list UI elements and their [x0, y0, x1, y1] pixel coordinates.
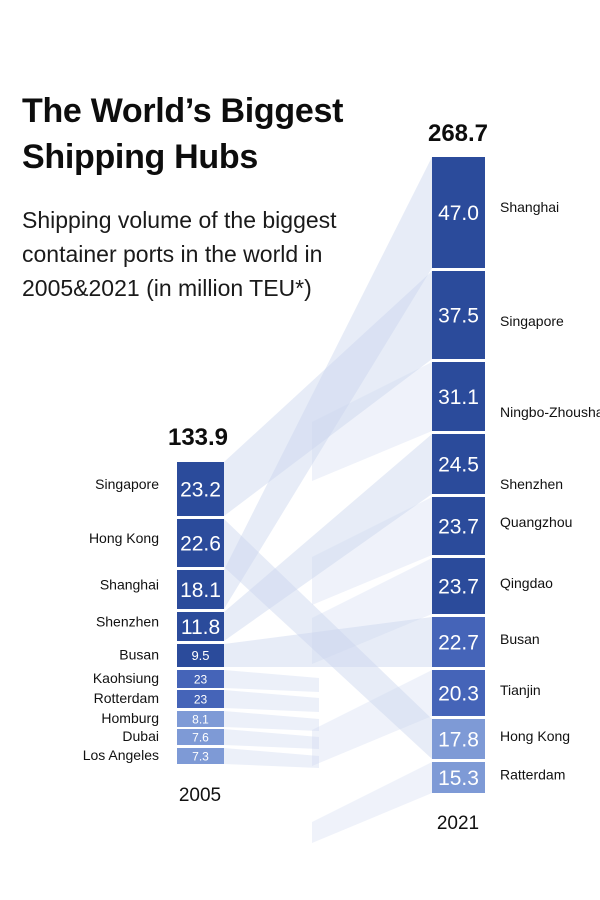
bar-segment-dubai-2005 — [177, 729, 224, 745]
bar-2021: 47.0 Shanghai 37.5 Singapore 31.1 Ningbo-Zhou… — [432, 157, 600, 793]
flow-trail-tianjin — [312, 670, 432, 766]
port-label-kaohsiung-2005: Kaohsiung — [93, 670, 159, 686]
bar-segment-shanghai-2005 — [177, 570, 224, 609]
port-label-quangzhou-2021: Quangzhou — [500, 514, 572, 530]
flow-links — [224, 157, 432, 843]
bar-segment-shenzhen-2005 — [177, 612, 224, 641]
value-label-ratterdam-2021: 15.3 — [438, 767, 479, 790]
bar-segment-rotterdam-2005 — [177, 690, 224, 708]
total-2005: 133.9 — [168, 424, 228, 451]
bar-segment-quangzhou-2021 — [432, 497, 485, 555]
port-label-shenzhen-2005: Shenzhen — [96, 614, 159, 630]
year-label-2005: 2005 — [179, 785, 221, 806]
bar-segment-busan-2005 — [177, 644, 224, 667]
port-label-rotterdam-2005: Rotterdam — [94, 690, 159, 706]
flow-singapore — [224, 271, 432, 516]
value-label-hong-kong-2021: 17.8 — [438, 729, 479, 752]
flow-hong-kong — [224, 519, 432, 759]
bar-segment-hong-kong-2021 — [432, 719, 485, 759]
port-label-hong-kong-2021: Hong Kong — [500, 728, 570, 744]
port-label-shanghai-2021: Shanghai — [500, 199, 559, 215]
port-label-shanghai-2005: Shanghai — [100, 577, 159, 593]
port-label-singapore-2005: Singapore — [95, 476, 159, 492]
value-label-ningbo-zhoushan-2021: 31.1 — [438, 386, 479, 409]
flow-trail-rotterdam — [224, 690, 319, 712]
value-label-shanghai-2005: 18.1 — [180, 579, 221, 602]
value-label-los-angeles-2005: 7.3 — [192, 749, 209, 763]
flow-trail-los-angeles — [224, 748, 319, 768]
bar-segment-shenzhen-2021 — [432, 434, 485, 494]
chart-title: The World’s Biggest Shipping Hubs — [22, 92, 344, 176]
flow-busan — [224, 617, 432, 667]
value-label-singapore-2005: 23.2 — [180, 479, 221, 502]
total-2021: 268.7 — [428, 120, 488, 147]
value-label-busan-2005: 9.5 — [191, 648, 209, 663]
bar-segment-shanghai-2021 — [432, 157, 485, 268]
port-label-busan-2005: Busan — [119, 647, 159, 663]
port-label-shenzhen-2021: Shenzhen — [500, 476, 563, 492]
value-label-shanghai-2021: 47.0 — [438, 202, 479, 225]
flow-shanghai — [224, 157, 432, 609]
flow-trail-qingdao — [312, 558, 432, 664]
value-label-shenzhen-2021: 24.5 — [438, 454, 479, 477]
bar-segment-los-angeles-2005 — [177, 748, 224, 764]
bar-segment-kaohsiung-2005 — [177, 670, 224, 688]
bar-segment-ningbo-zhoushan-2021 — [432, 362, 485, 431]
port-label-dubai-2005: Dubai — [122, 728, 159, 744]
flow-trail-homburg — [224, 711, 319, 731]
value-label-dubai-2005: 7.6 — [192, 730, 209, 744]
bar-2005: 23.2 Singapore 22.6 Hong Kong 18.1 Shanghai 11… — [83, 462, 224, 764]
value-label-quangzhou-2021: 23.7 — [438, 516, 479, 539]
bar-segment-homburg-2005 — [177, 711, 224, 727]
value-label-shenzhen-2005: 11.8 — [181, 616, 220, 639]
port-label-homburg-2005: Homburg — [101, 710, 159, 726]
port-label-los-angeles-2005: Los Angeles — [83, 747, 159, 763]
flow-trail-ratterdam — [312, 762, 432, 843]
bar-segment-ratterdam-2021 — [432, 762, 485, 793]
value-label-busan-2021: 22.7 — [438, 632, 479, 655]
value-label-rotterdam-2005: 23 — [194, 692, 208, 706]
port-label-tianjin-2021: Tianjin — [500, 682, 541, 698]
bar-segment-singapore-2005 — [177, 462, 224, 516]
bar-segment-qingdao-2021 — [432, 558, 485, 614]
bar-segment-busan-2021 — [432, 617, 485, 667]
port-label-singapore-2021: Singapore — [500, 313, 564, 329]
year-label-2021: 2021 — [437, 813, 479, 834]
flow-trail-kaohsiung — [224, 670, 319, 692]
value-label-tianjin-2021: 20.3 — [438, 683, 479, 706]
port-label-busan-2021: Busan — [500, 631, 540, 647]
port-label-hong-kong-2005: Hong Kong — [89, 530, 159, 546]
port-label-qingdao-2021: Qingdao — [500, 575, 553, 591]
value-label-singapore-2021: 37.5 — [438, 305, 479, 328]
bar-segment-singapore-2021 — [432, 271, 485, 359]
bar-segment-hong-kong-2005 — [177, 519, 224, 567]
port-label-ratterdam-2021: Ratterdam — [500, 767, 565, 783]
chart-subtitle: Shipping volume of the biggest container… — [22, 207, 337, 301]
value-label-qingdao-2021: 23.7 — [438, 576, 479, 599]
flow-trail-ningbo-zhoushan — [312, 362, 432, 481]
flow-trail-dubai — [224, 729, 319, 749]
value-label-homburg-2005: 8.1 — [192, 712, 209, 726]
flow-trail-quangzhou — [312, 497, 432, 605]
bar-segment-tianjin-2021 — [432, 670, 485, 716]
value-label-kaohsiung-2005: 23 — [194, 672, 208, 686]
port-label-ningbo-zhoushan-2021: Ningbo-Zhoushan — [500, 404, 600, 420]
flow-shenzhen — [224, 434, 432, 641]
value-label-hong-kong-2005: 22.6 — [180, 533, 221, 556]
